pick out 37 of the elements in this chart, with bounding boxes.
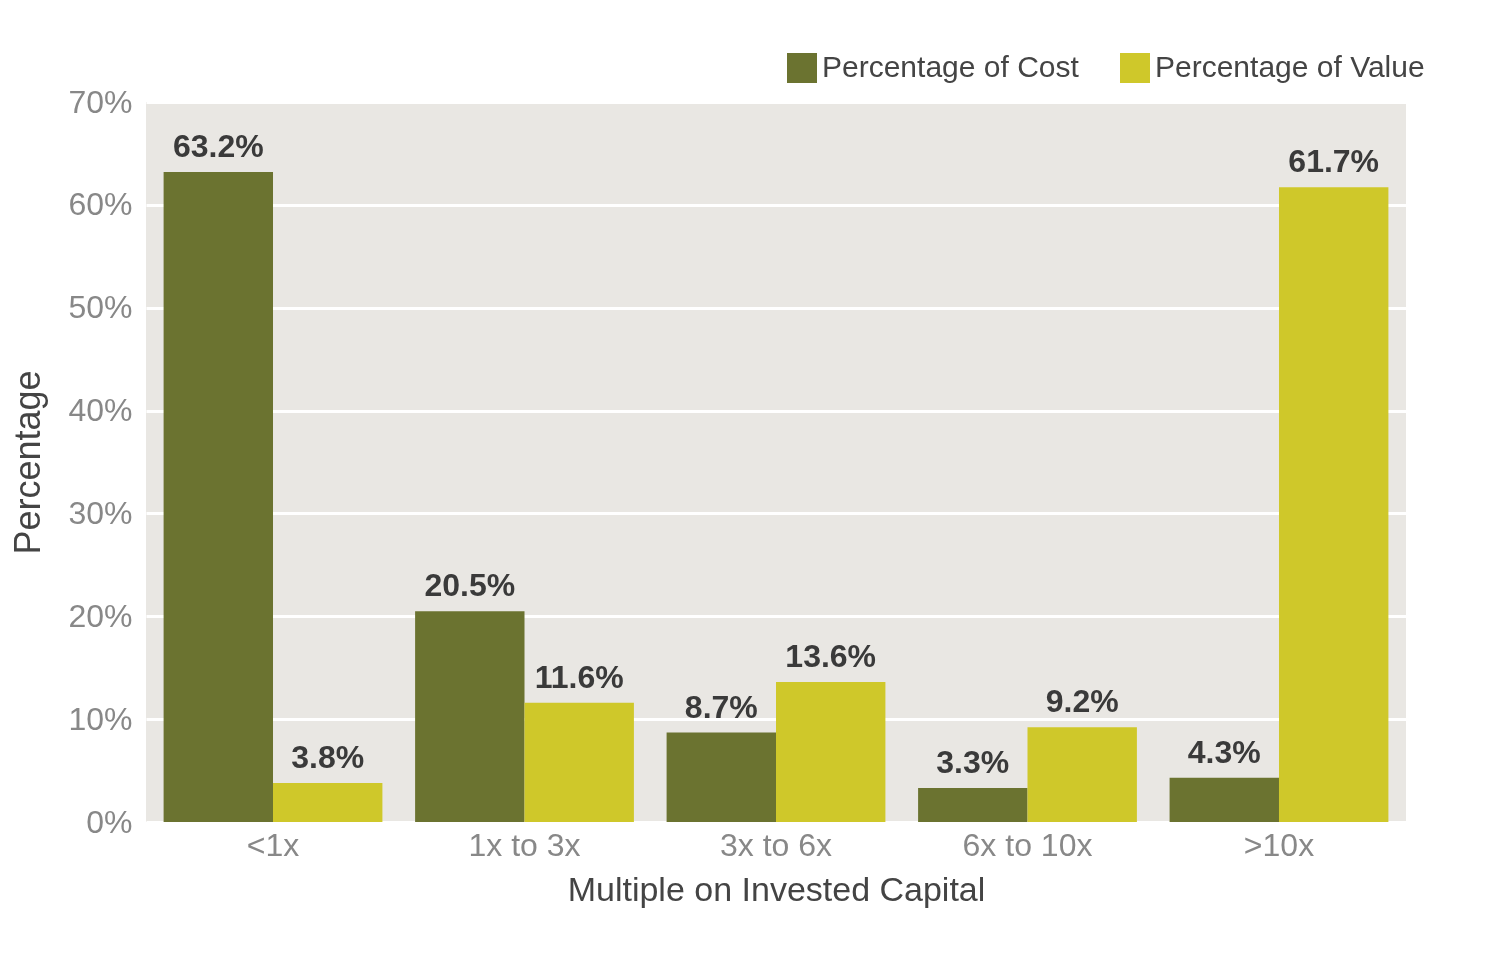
- bar: [1027, 727, 1137, 822]
- bar: [415, 611, 525, 822]
- y-tick-label: 20%: [68, 597, 133, 634]
- bar: [666, 732, 776, 822]
- data-label: 11.6%: [534, 658, 624, 695]
- y-tick-label: 0%: [86, 803, 133, 840]
- x-tick-label: 1x to 3x: [468, 826, 581, 863]
- y-tick-label: 60%: [68, 186, 133, 223]
- data-label: 9.2%: [1045, 683, 1119, 720]
- bar: [524, 702, 634, 822]
- x-tick-label: 3x to 6x: [719, 826, 833, 863]
- data-label: 3.8%: [291, 738, 365, 775]
- bar: [163, 171, 274, 822]
- y-tick-label: 30%: [68, 494, 133, 531]
- data-label: 13.6%: [785, 638, 877, 675]
- y-axis-title: Percentage: [7, 370, 49, 555]
- x-tick-label: 6x to 10x: [962, 826, 1093, 863]
- legend-label: Percentage of Cost: [822, 50, 1080, 83]
- bar: [273, 782, 383, 822]
- bar: [1169, 777, 1279, 822]
- y-tick-label: 70%: [68, 83, 133, 120]
- y-tick-label: 10%: [68, 700, 133, 737]
- data-label: 8.7%: [684, 688, 758, 725]
- data-label: 63.2%: [172, 127, 264, 164]
- legend-label: Percentage of Value: [1155, 50, 1425, 83]
- y-tick-label: 40%: [68, 392, 133, 429]
- data-label: 20.5%: [424, 567, 516, 604]
- y-tick-label: 50%: [68, 289, 133, 326]
- data-label: 3.3%: [936, 744, 1010, 781]
- data-label: 4.3%: [1187, 733, 1261, 770]
- bar: [776, 682, 886, 822]
- x-tick-label: <1x: [246, 826, 300, 863]
- x-tick-label: >10x: [1243, 826, 1315, 863]
- bar: [1278, 187, 1389, 822]
- x-axis-title: Multiple on Invested Capital: [567, 869, 986, 908]
- bar: [918, 788, 1028, 822]
- data-label: 61.7%: [1288, 143, 1380, 180]
